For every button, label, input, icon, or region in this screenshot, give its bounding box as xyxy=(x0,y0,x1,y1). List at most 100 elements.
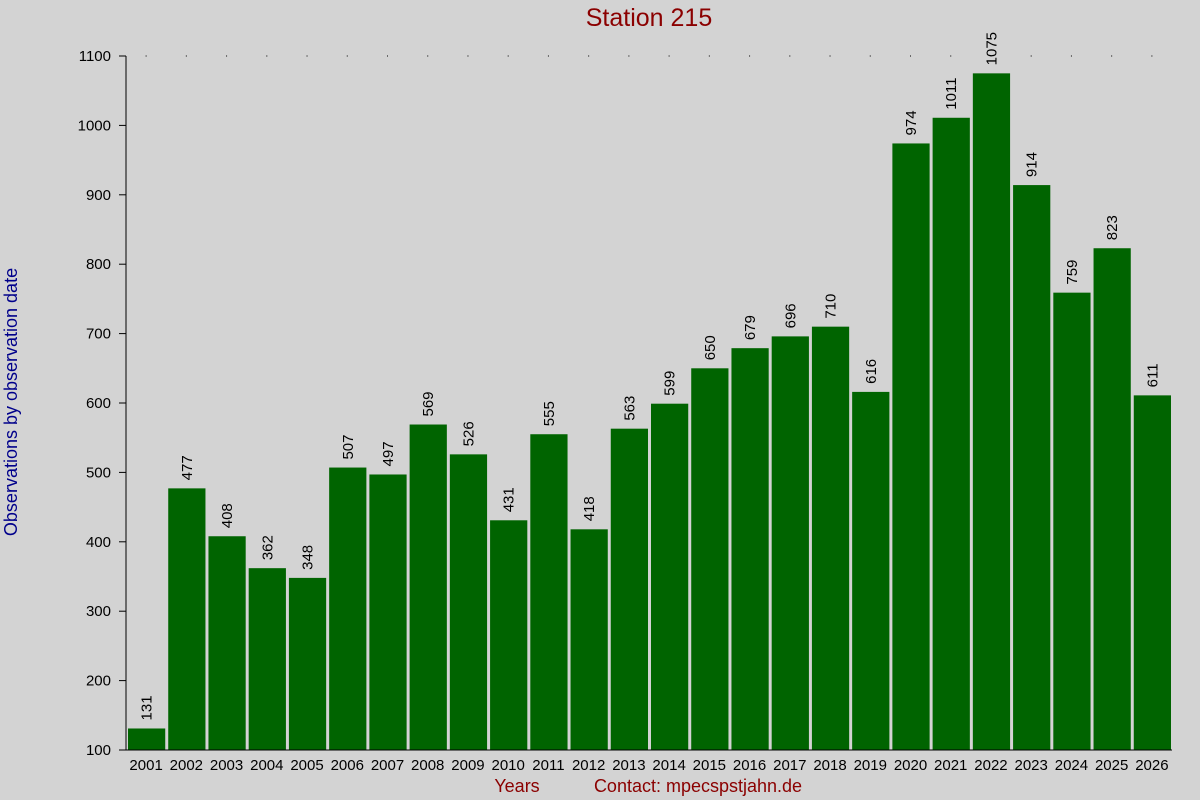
grid-dot xyxy=(588,55,590,57)
grid-dot xyxy=(990,55,992,57)
data-label-2020: 974 xyxy=(903,110,920,135)
y-tick-label: 900 xyxy=(86,187,111,204)
grid-dot xyxy=(507,55,509,57)
bar-2020 xyxy=(892,143,930,751)
x-tick-label: 2015 xyxy=(693,757,726,774)
grid-dot xyxy=(547,55,549,57)
y-axis: 100 200 300 400 500 600 700 800 900 1000 1100 xyxy=(78,48,127,759)
data-label-2018: 710 xyxy=(823,294,840,319)
grid-dots xyxy=(145,55,1153,57)
data-label-2002: 477 xyxy=(179,455,196,480)
data-label-2006: 507 xyxy=(340,435,357,460)
x-tick-label: 2025 xyxy=(1095,757,1128,774)
x-tick-label: 2009 xyxy=(451,757,484,774)
data-label-2022: 1075 xyxy=(983,32,1000,65)
data-label-2014: 599 xyxy=(662,371,679,396)
grid-dot xyxy=(306,55,308,57)
bar-2006 xyxy=(329,467,367,750)
x-tick-label: 2007 xyxy=(371,757,404,774)
bar-2005 xyxy=(288,577,327,750)
bar-2012 xyxy=(570,529,608,750)
bar-2019 xyxy=(852,391,890,750)
grid-dot xyxy=(789,55,791,57)
y-tick-label: 1000 xyxy=(78,117,111,134)
bar-2016 xyxy=(731,348,769,750)
x-axis: 2001 2002 2003 2004 2005 2006 2007 2008 2009 2010… xyxy=(126,749,1172,774)
x-tick-label: 2022 xyxy=(974,757,1007,774)
bar-2011 xyxy=(530,434,568,750)
x-tick-label: 2008 xyxy=(411,757,444,774)
grid-dot xyxy=(749,55,751,57)
x-tick-label: 2016 xyxy=(733,757,766,774)
bar-2008 xyxy=(409,424,447,750)
y-tick-label: 200 xyxy=(86,673,111,690)
data-label-2013: 563 xyxy=(621,396,638,421)
grid-dot xyxy=(869,55,871,57)
bar-2003 xyxy=(208,536,246,750)
y-tick-label: 700 xyxy=(86,326,111,343)
data-label-2016: 679 xyxy=(742,315,759,340)
data-label-2024: 759 xyxy=(1064,260,1081,285)
data-labels: 131 477 408 362 348 507 497 569 526 431 555 418 563 5… xyxy=(139,32,1162,721)
chart-title: Station 215 xyxy=(586,4,713,32)
bar-2026 xyxy=(1133,395,1171,750)
bar-2017 xyxy=(771,336,809,750)
data-label-2026: 611 xyxy=(1144,363,1161,387)
x-tick-label: 2019 xyxy=(854,757,887,774)
grid-dot xyxy=(1030,55,1032,57)
y-tick-label: 400 xyxy=(86,534,111,551)
data-label-2001: 131 xyxy=(139,695,156,720)
x-tick-label: 2026 xyxy=(1135,757,1168,774)
bar-2014 xyxy=(651,403,689,750)
y-tick-label: 800 xyxy=(86,256,111,273)
x-tick-label: 2004 xyxy=(250,757,283,774)
x-tick-label: 2018 xyxy=(813,757,846,774)
data-label-2017: 696 xyxy=(782,303,799,328)
bar-2018 xyxy=(811,326,850,750)
grid-dot xyxy=(1111,55,1113,57)
x-tick-label: 2021 xyxy=(934,757,967,774)
grid-dot xyxy=(1070,55,1072,57)
x-tick-label: 2024 xyxy=(1055,757,1088,774)
bar-2013 xyxy=(610,428,648,750)
data-label-2025: 823 xyxy=(1104,215,1121,240)
y-tick-label: 500 xyxy=(86,464,111,481)
x-tick-label: 2011 xyxy=(532,757,564,774)
y-tick-label: 600 xyxy=(86,395,111,412)
x-tick-label: 2010 xyxy=(492,757,525,774)
bar-2001 xyxy=(128,728,166,750)
grid-dot xyxy=(467,55,469,57)
bar-2024 xyxy=(1053,292,1091,750)
data-label-2010: 431 xyxy=(501,487,518,512)
data-label-2009: 526 xyxy=(460,421,477,446)
bar-2023 xyxy=(1013,185,1051,751)
x-tick-label: 2017 xyxy=(773,757,806,774)
x-tick-label: 2001 xyxy=(129,757,162,774)
grid-dot xyxy=(1151,55,1153,57)
grid-dot xyxy=(628,55,630,57)
x-tick-label: 2002 xyxy=(170,757,203,774)
bar-2025 xyxy=(1093,248,1131,750)
x-tick-label: 2023 xyxy=(1015,757,1048,774)
grid-dot xyxy=(266,55,268,57)
y-tick-label: 1100 xyxy=(79,48,111,65)
grid-dot xyxy=(145,55,147,57)
grid-dot xyxy=(708,55,710,57)
data-label-2008: 569 xyxy=(420,391,437,416)
bar-2004 xyxy=(248,568,286,750)
grid-dot xyxy=(427,55,429,57)
bar-2007 xyxy=(369,474,407,750)
grid-dot xyxy=(387,55,388,57)
bar-2015 xyxy=(691,368,729,750)
grid-dot xyxy=(950,55,952,57)
y-axis-label: Observations by observation date xyxy=(1,268,21,536)
data-label-2004: 362 xyxy=(259,535,276,560)
y-tick-label: 300 xyxy=(86,603,111,620)
bar-2022 xyxy=(972,73,1011,751)
x-tick-label: 2005 xyxy=(290,757,323,774)
data-label-2011: 555 xyxy=(541,401,558,426)
grid-dot xyxy=(910,55,911,57)
bars xyxy=(128,73,1171,751)
x-tick-label: 2013 xyxy=(612,757,645,774)
